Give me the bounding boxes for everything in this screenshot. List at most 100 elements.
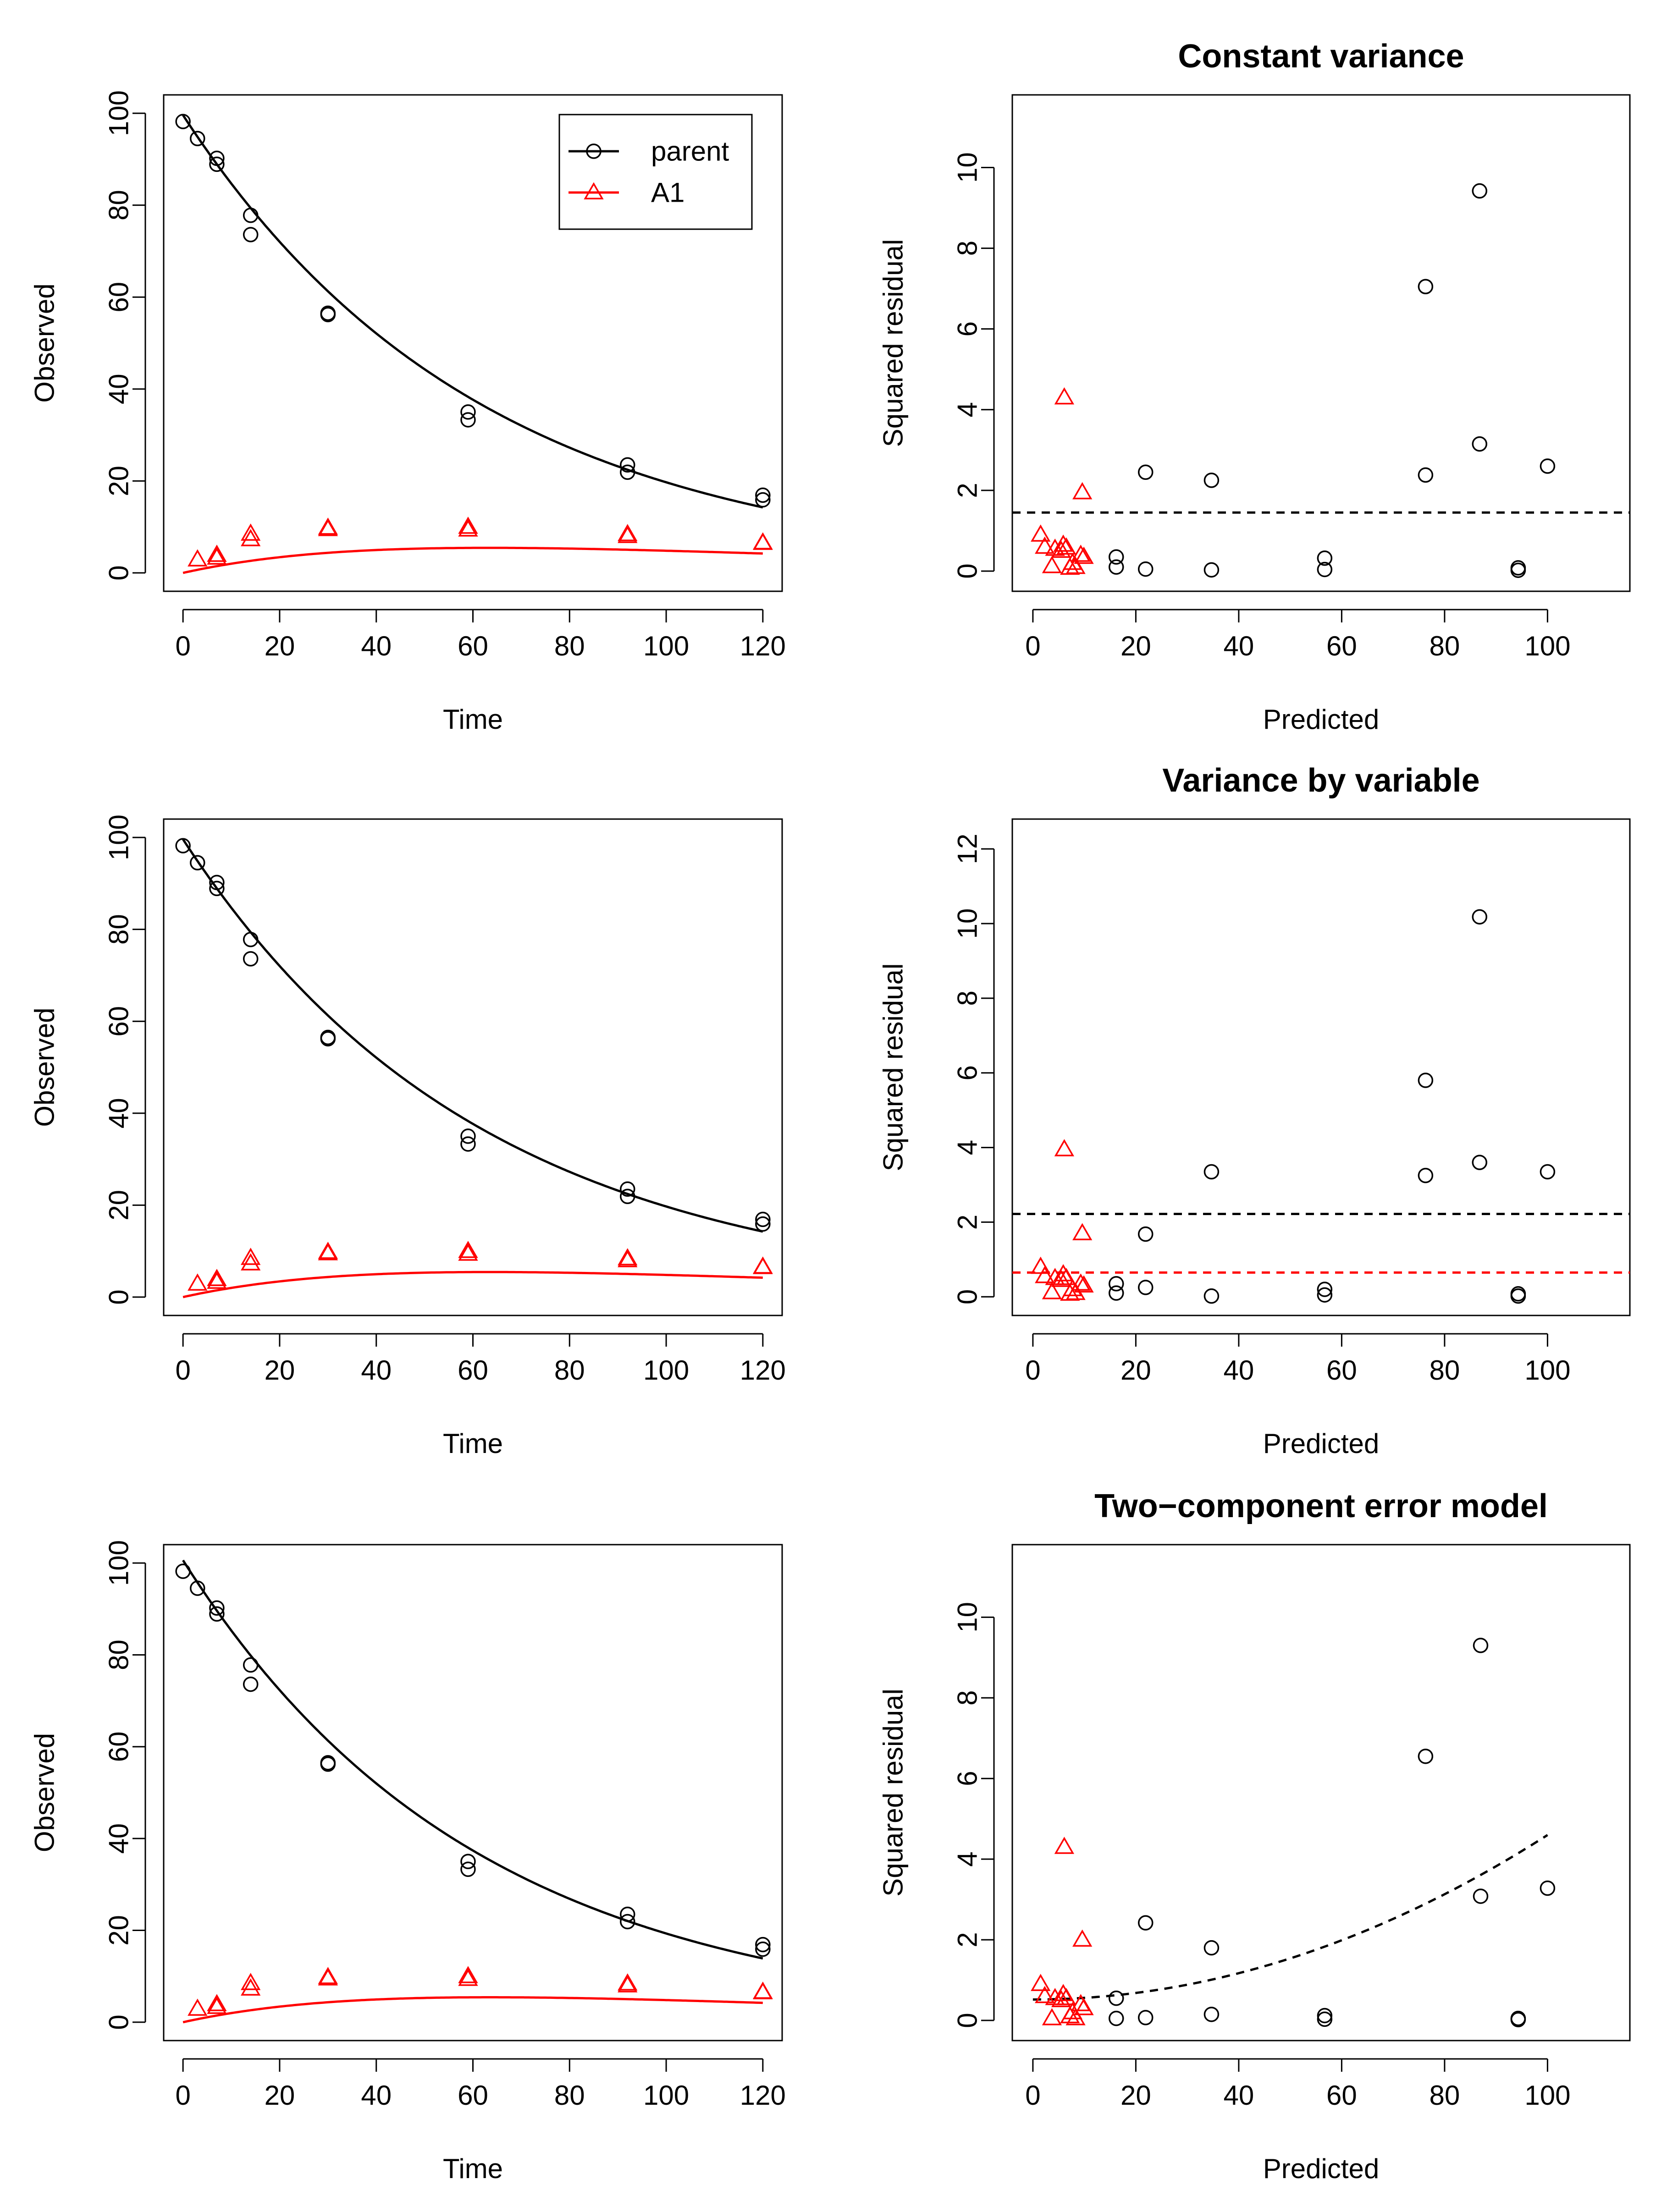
y-axis: 0 2 4 6 8 10 12 [952, 834, 995, 1304]
x-tick-label: 60 [1326, 2080, 1357, 2111]
x-axis: 0 20 40 60 80 100 120 [175, 2058, 786, 2111]
parent-point [243, 1657, 259, 1673]
y-tick-label: 2 [952, 483, 983, 498]
parent-fit-curve [182, 114, 763, 509]
A1-point [1053, 1264, 1073, 1282]
A1-point [1056, 1988, 1076, 2005]
plot-frame [163, 818, 783, 1316]
parent-point [1418, 279, 1434, 294]
x-axis-title: Time [443, 704, 503, 735]
legend-box [558, 114, 753, 230]
y-tick-label: 10 [952, 908, 983, 939]
parent-point [1108, 1285, 1124, 1301]
parent-point [620, 1189, 635, 1205]
y-tick-label: 60 [104, 1731, 134, 1762]
legend-label-A1: A1 [651, 177, 684, 208]
parent-point [620, 1906, 635, 1922]
y-axis-title: Squared residual [878, 1689, 909, 1897]
x-tick-label: 80 [554, 1355, 585, 1386]
parent-point [755, 487, 771, 503]
parent-point [1203, 1164, 1220, 1180]
A1-point [207, 545, 227, 562]
y-tick-label: 10 [952, 1602, 983, 1633]
y-axis-title: Squared residual [878, 239, 909, 447]
parent-point [1108, 549, 1124, 565]
A1-point [753, 533, 773, 550]
x-tick-label: 80 [554, 631, 585, 661]
parent-point [1317, 1287, 1333, 1303]
series-parent [1108, 909, 1556, 1304]
parent-point [1108, 1990, 1124, 2006]
parent-point [755, 1211, 771, 1227]
A1-point [188, 1273, 208, 1291]
parent-point [1203, 1288, 1220, 1304]
x-tick-label: 100 [1524, 631, 1570, 661]
A1-point [618, 1248, 638, 1266]
x-tick-label: 100 [1524, 1355, 1570, 1386]
legend-marker-A1 [584, 182, 604, 200]
parent-point [755, 1941, 771, 1957]
panel-fit-var: 0 20 40 60 80 100 120 0 20 40 60 80 100 Time Observed [29, 814, 786, 1459]
A1-point [1054, 1837, 1075, 1854]
parent-point [243, 951, 259, 967]
y-tick-label: 60 [104, 1006, 134, 1037]
parent-point [1317, 2008, 1333, 2024]
x-axis-title: Time [443, 2153, 503, 2184]
x-axis: 0 20 40 60 80 100 120 [175, 1333, 786, 1386]
A1-point [1072, 1223, 1093, 1240]
y-tick-label: 60 [104, 282, 134, 313]
A1-point [1054, 1139, 1075, 1156]
A1-point [1045, 1268, 1065, 1285]
series-parent [1108, 183, 1556, 578]
y-axis: 0 20 40 60 80 100 [104, 90, 146, 581]
x-tick-label: 0 [175, 631, 190, 661]
parent-point [1473, 1638, 1489, 1653]
parent-point [755, 1216, 771, 1232]
parent-point [620, 457, 635, 473]
A1-fit-curve [182, 546, 763, 574]
y-tick-label: 2 [952, 1932, 983, 1947]
A1-point [1051, 1990, 1071, 2008]
A1-point [1072, 482, 1093, 500]
y-tick-label: 0 [952, 563, 983, 578]
parent-point [243, 227, 259, 242]
parent-point [1418, 1749, 1434, 1764]
A1-point [458, 519, 478, 537]
y-tick-label: 20 [104, 1915, 134, 1946]
parent-point [1137, 561, 1154, 577]
y-tick-label: 4 [952, 402, 983, 417]
A1-point [318, 1243, 338, 1260]
x-tick-label: 80 [554, 2080, 585, 2111]
x-tick-label: 60 [458, 1355, 488, 1386]
A1-point [207, 1271, 227, 1289]
A1-point [207, 547, 227, 565]
x-tick-label: 60 [458, 2080, 488, 2111]
A1-point [241, 1248, 261, 1265]
series-A1 [188, 1966, 773, 2016]
parent-fit-curve [182, 838, 763, 1233]
x-tick-label: 60 [1326, 631, 1357, 661]
parent-point [190, 131, 205, 147]
panel-fit-tc: 0 20 40 60 80 100 120 0 20 40 60 80 100 Time Observed [29, 1540, 786, 2184]
series-A1 [188, 1241, 773, 1291]
A1-point [1074, 1275, 1094, 1293]
x-tick-label: 100 [643, 631, 689, 661]
parent-point [1137, 464, 1154, 480]
y-axis-title: Observed [29, 1007, 60, 1127]
y-tick-label: 100 [104, 814, 134, 860]
legend-label-parent: parent [651, 136, 729, 167]
A1-point [1074, 546, 1094, 564]
parent-point [190, 1580, 205, 1596]
A1-point [1056, 1268, 1076, 1285]
parent-point [1137, 1226, 1154, 1242]
A1-point [188, 549, 208, 567]
y-tick-label: 0 [104, 565, 134, 580]
A1-point [618, 1250, 638, 1267]
parent-point [209, 1606, 225, 1622]
y-axis: 0 2 4 6 8 10 [952, 152, 995, 579]
parent-point [1418, 467, 1434, 483]
A1-point [241, 1973, 261, 1990]
y-axis-title: Squared residual [878, 963, 909, 1172]
x-tick-label: 40 [361, 631, 392, 661]
x-tick-label: 80 [1430, 1355, 1460, 1386]
